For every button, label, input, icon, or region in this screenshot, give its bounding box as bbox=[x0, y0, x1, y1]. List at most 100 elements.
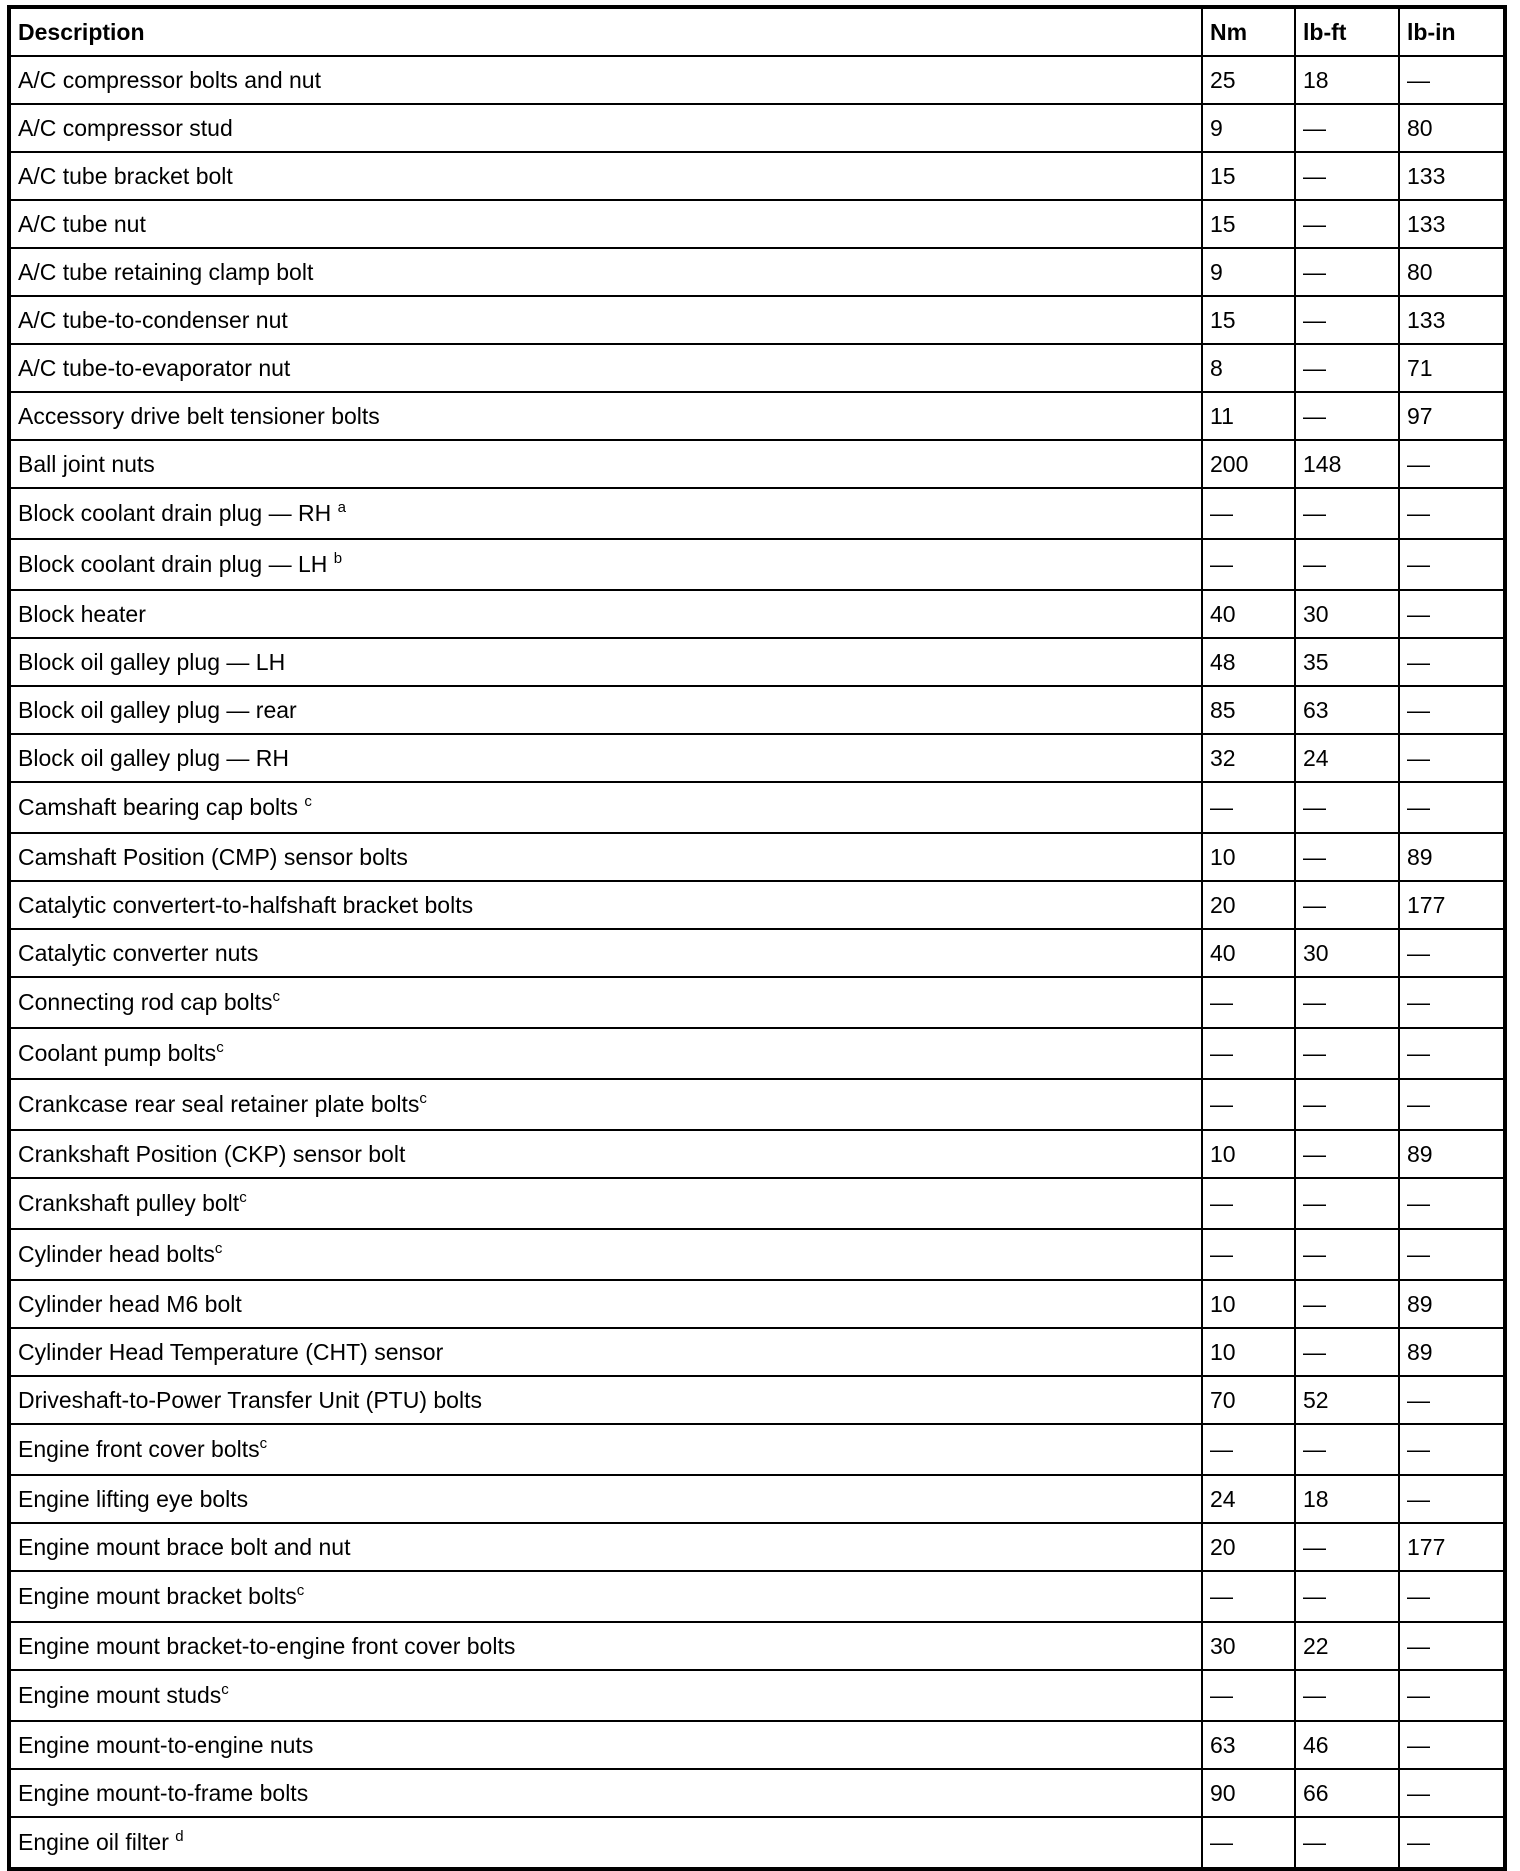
table-row: Cylinder head M6 bolt 10—89 bbox=[8, 1279, 1506, 1329]
table-row: Engine mount brace bolt and nut 20—177 bbox=[8, 1522, 1506, 1572]
description-cell: Engine mount-to-engine nuts bbox=[8, 1720, 1203, 1770]
nm-cell: 10 bbox=[1201, 832, 1296, 882]
description-text: Engine mount studs bbox=[18, 1682, 222, 1708]
lb-ft-cell: — bbox=[1294, 1027, 1400, 1080]
description-cell: Catalytic converter nuts bbox=[8, 928, 1203, 978]
description-text: A/C tube-to-condenser nut bbox=[18, 306, 288, 333]
footnote-marker: c bbox=[272, 988, 280, 1005]
description-cell: A/C tube retaining clamp bolt bbox=[8, 247, 1203, 297]
lb-in-cell: — bbox=[1398, 1177, 1506, 1230]
lb-in-cell: 177 bbox=[1398, 1522, 1506, 1572]
lb-in-cell: — bbox=[1398, 1375, 1506, 1425]
nm-cell: — bbox=[1201, 538, 1296, 591]
description-cell: A/C tube-to-condenser nut bbox=[8, 295, 1203, 345]
table-row: Camshaft bearing cap bolts c — — — bbox=[8, 781, 1506, 834]
description-cell: Camshaft Position (CMP) sensor bolts bbox=[8, 832, 1203, 882]
description-text: Coolant pump bolts bbox=[18, 1040, 217, 1066]
nm-cell: 10 bbox=[1201, 1129, 1296, 1179]
table-row: Engine front cover boltsc — — — bbox=[8, 1423, 1506, 1476]
lb-in-cell: — bbox=[1398, 1027, 1506, 1080]
description-text: Crankshaft pulley bolt bbox=[18, 1190, 240, 1216]
description-text: Block oil galley plug — RH bbox=[18, 744, 290, 771]
footnote-marker: c bbox=[221, 1681, 229, 1698]
lb-in-cell: — bbox=[1398, 976, 1506, 1029]
lb-in-cell: — bbox=[1398, 589, 1506, 639]
description-text: Engine front cover bolts bbox=[18, 1436, 260, 1462]
description-text: Engine mount-to-engine nuts bbox=[18, 1731, 314, 1758]
description-text: Cylinder head bolts bbox=[18, 1241, 215, 1267]
lb-ft-cell: 63 bbox=[1294, 685, 1400, 735]
nm-cell: 48 bbox=[1201, 637, 1296, 687]
lb-in-cell: 97 bbox=[1398, 391, 1506, 441]
description-text: Ball joint nuts bbox=[18, 450, 155, 477]
description-cell: Block heater bbox=[8, 589, 1203, 639]
lb-ft-cell: — bbox=[1294, 538, 1400, 591]
description-cell: Block coolant drain plug — LH b bbox=[8, 538, 1203, 591]
nm-cell: 70 bbox=[1201, 1375, 1296, 1425]
table-row: Engine mount bracket-to-engine front cov… bbox=[8, 1621, 1506, 1671]
description-cell: Block oil galley plug — LH bbox=[8, 637, 1203, 687]
lb-in-cell: — bbox=[1398, 1720, 1506, 1770]
lb-ft-cell: — bbox=[1294, 295, 1400, 345]
description-cell: Crankshaft pulley boltc bbox=[8, 1177, 1203, 1230]
lb-ft-cell: — bbox=[1294, 1423, 1400, 1476]
description-text: Catalytic convertert-to-halfshaft bracke… bbox=[18, 891, 474, 918]
description-cell: A/C compressor stud bbox=[8, 103, 1203, 153]
lb-ft-cell: — bbox=[1294, 391, 1400, 441]
lb-ft-cell: 18 bbox=[1294, 55, 1400, 105]
description-text: Camshaft bearing cap bolts bbox=[18, 794, 305, 820]
table-row: A/C tube nut 15—133 bbox=[8, 199, 1506, 249]
header-nm: Nm bbox=[1201, 6, 1296, 57]
description-text: A/C tube nut bbox=[18, 210, 146, 237]
description-cell: Engine mount-to-frame bolts bbox=[8, 1768, 1203, 1818]
lb-ft-cell: — bbox=[1294, 1816, 1400, 1870]
description-text: Crankshaft Position (CKP) sensor bolt bbox=[18, 1140, 406, 1167]
table-row: A/C tube-to-evaporator nut 8—71 bbox=[8, 343, 1506, 393]
lb-in-cell: — bbox=[1398, 733, 1506, 783]
description-cell: A/C tube-to-evaporator nut bbox=[8, 343, 1203, 393]
description-cell: A/C tube nut bbox=[8, 199, 1203, 249]
nm-cell: — bbox=[1201, 487, 1296, 540]
nm-cell: 9 bbox=[1201, 247, 1296, 297]
lb-ft-cell: 24 bbox=[1294, 733, 1400, 783]
nm-cell: — bbox=[1201, 1669, 1296, 1722]
lb-in-cell: 71 bbox=[1398, 343, 1506, 393]
lb-in-cell: 177 bbox=[1398, 880, 1506, 930]
table-row: Block coolant drain plug — LH b — — — bbox=[8, 538, 1506, 591]
lb-ft-cell: 18 bbox=[1294, 1474, 1400, 1524]
table-row: A/C compressor stud 9—80 bbox=[8, 103, 1506, 153]
description-text: A/C compressor bolts and nut bbox=[18, 66, 321, 93]
lb-in-cell: — bbox=[1398, 1621, 1506, 1671]
table-row: Block oil galley plug — LH 48 35— bbox=[8, 637, 1506, 687]
nm-cell: 15 bbox=[1201, 199, 1296, 249]
footnote-marker: a bbox=[337, 499, 346, 516]
torque-specifications-table: Description Nm lb-ft lb-in A/C compresso… bbox=[7, 5, 1507, 1871]
description-text: A/C tube bracket bolt bbox=[18, 162, 233, 189]
table-row: A/C tube retaining clamp bolt 9—80 bbox=[8, 247, 1506, 297]
table-row: Camshaft Position (CMP) sensor bolts 10—8… bbox=[8, 832, 1506, 882]
lb-ft-cell: — bbox=[1294, 487, 1400, 540]
lb-ft-cell: — bbox=[1294, 1228, 1400, 1281]
description-text: Engine lifting eye bolts bbox=[18, 1485, 249, 1512]
table-row: Crankshaft Position (CKP) sensor bolt 10—… bbox=[8, 1129, 1506, 1179]
table-row: Accessory drive belt tensioner bolts 11—9… bbox=[8, 391, 1506, 441]
nm-cell: 9 bbox=[1201, 103, 1296, 153]
description-text: Accessory drive belt tensioner bolts bbox=[18, 402, 380, 429]
description-text: Block oil galley plug — rear bbox=[18, 696, 297, 723]
description-text: Engine mount brace bolt and nut bbox=[18, 1533, 351, 1560]
lb-ft-cell: — bbox=[1294, 1279, 1400, 1329]
lb-ft-cell: — bbox=[1294, 343, 1400, 393]
table-row: Ball joint nuts 200 148— bbox=[8, 439, 1506, 489]
nm-cell: — bbox=[1201, 1816, 1296, 1870]
lb-in-cell: — bbox=[1398, 1228, 1506, 1281]
nm-cell: 32 bbox=[1201, 733, 1296, 783]
lb-in-cell: — bbox=[1398, 685, 1506, 735]
table-row: Engine mount-to-frame bolts 90 66— bbox=[8, 1768, 1506, 1818]
description-text: Engine mount bracket bolts bbox=[18, 1583, 297, 1609]
lb-in-cell: — bbox=[1398, 1816, 1506, 1870]
table-row: A/C tube bracket bolt 15—133 bbox=[8, 151, 1506, 201]
lb-ft-cell: — bbox=[1294, 832, 1400, 882]
nm-cell: 85 bbox=[1201, 685, 1296, 735]
lb-in-cell: — bbox=[1398, 1570, 1506, 1623]
description-text: Block coolant drain plug — RH bbox=[18, 500, 338, 526]
